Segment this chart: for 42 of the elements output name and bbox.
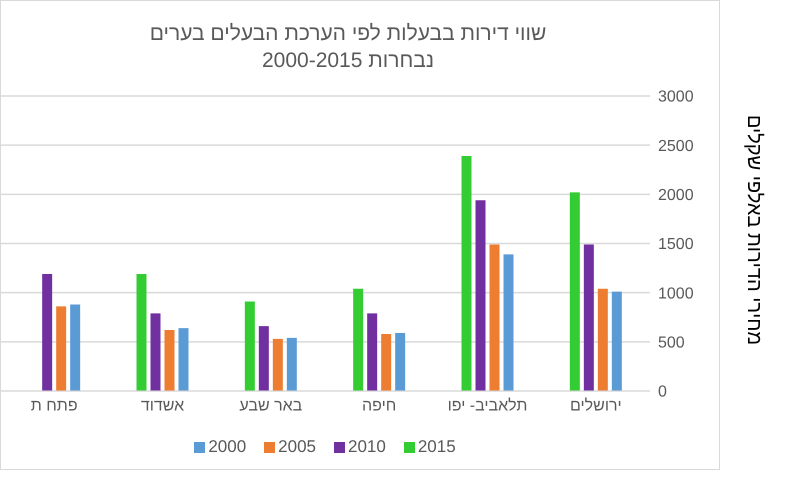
bar (70, 304, 80, 391)
legend-label: 2005 (277, 437, 316, 457)
legend-label: 2000 (207, 437, 246, 457)
y-tick-label: 3000 (658, 88, 694, 106)
x-tick-label: חיפה (362, 397, 396, 414)
x-tick-label: פתח ת (30, 397, 78, 414)
bar (178, 328, 188, 391)
y-axis-title: מחירי הדירות באלפי שקלים (742, 114, 765, 348)
bar (42, 274, 52, 391)
y-tick-label: 2500 (658, 138, 694, 155)
bar (612, 292, 622, 391)
bar (395, 332, 406, 391)
bar (570, 192, 580, 391)
legend-label: 2015 (416, 437, 456, 457)
bar (490, 244, 500, 391)
bar (286, 338, 297, 391)
chart-title: שווי דירות בבעלות לפי הערכת הבעלים בערים נבחרות 2000-2015 (148, 21, 548, 74)
x-tick-label: אשדוד (140, 397, 184, 414)
bar (353, 288, 364, 391)
bar (476, 200, 486, 391)
bar (272, 338, 283, 391)
legend-label: 2010 (347, 437, 386, 457)
y-tick-label: 0 (658, 384, 667, 401)
bar (150, 313, 160, 391)
bar (136, 274, 146, 391)
y-tick-label: 2000 (658, 187, 694, 204)
bar (164, 330, 174, 391)
bar (598, 288, 608, 391)
x-tick-label: תלאביב- יפו (448, 396, 528, 414)
bar (56, 306, 66, 391)
x-tick-label: באר שבע (239, 397, 303, 414)
bar (381, 334, 392, 391)
y-tick-label: 500 (658, 334, 685, 352)
bar (367, 313, 378, 391)
bar (504, 254, 514, 391)
bar (244, 302, 255, 391)
y-tick-label: 1500 (658, 236, 694, 254)
bar (584, 244, 594, 391)
bar (462, 156, 472, 391)
y-tick-label: 1000 (658, 285, 694, 302)
x-tick-label: ירושלים (570, 396, 622, 414)
bar (258, 326, 269, 391)
